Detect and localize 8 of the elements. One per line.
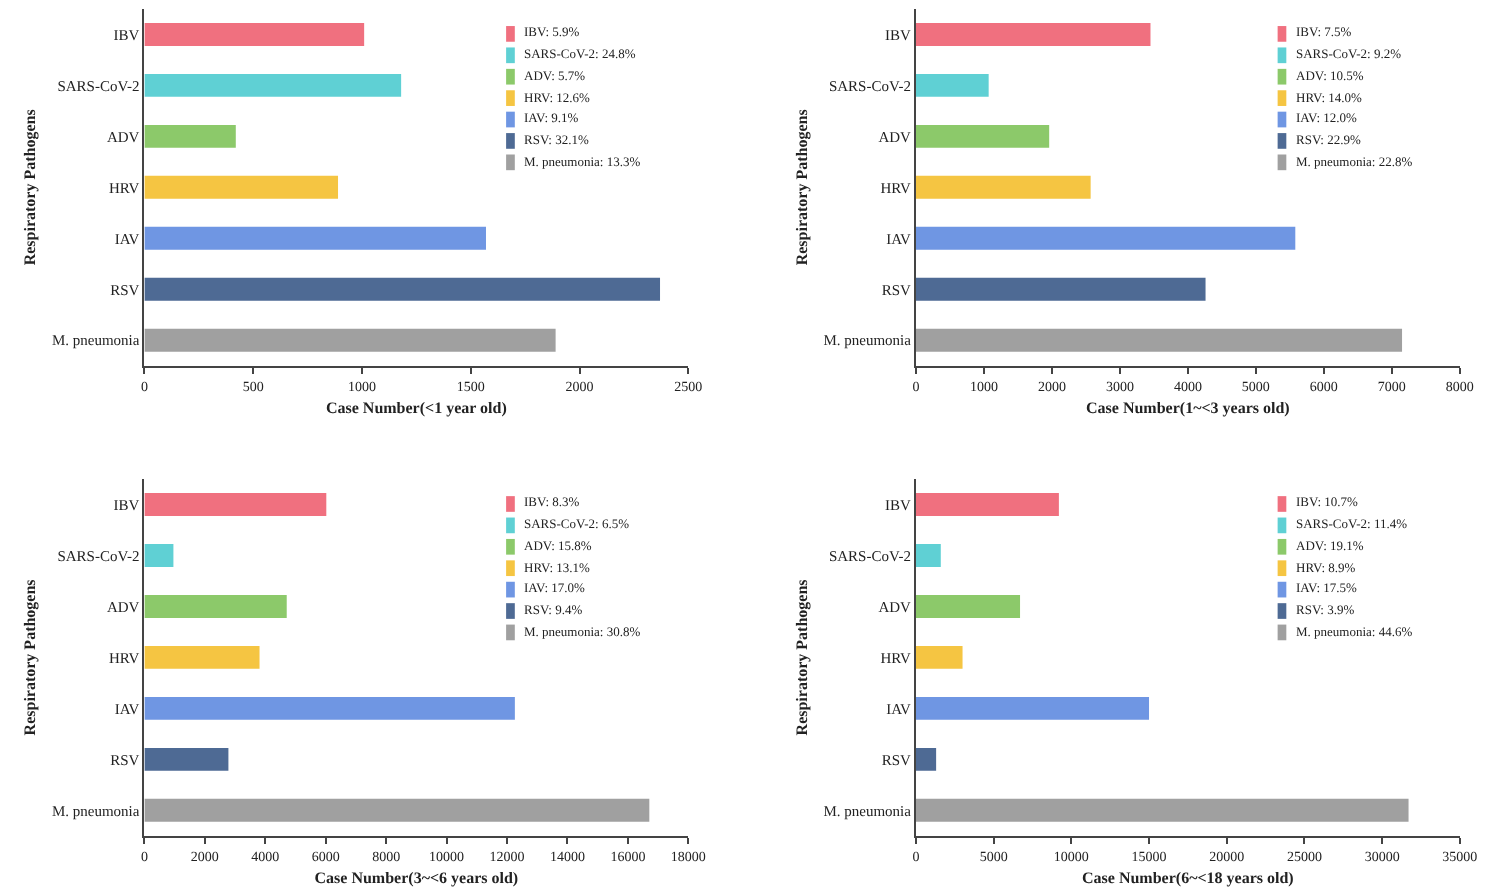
x-axis-title: Case Number(1~<3 years old): [1086, 398, 1291, 417]
y-axis-title: Respiratory Pathogens: [792, 109, 811, 266]
y-axis-title: Respiratory Pathogens: [21, 109, 40, 266]
x-axis-title: Case Number(3~<6 years old): [314, 868, 519, 887]
x-axis-title: Case Number(6~<18 years old): [1082, 868, 1295, 887]
x-axis-title: Case Number(<1 year old): [325, 398, 508, 417]
y-axis-title: Respiratory Pathogens: [792, 579, 811, 736]
y-axis-title: Respiratory Pathogens: [21, 579, 40, 736]
